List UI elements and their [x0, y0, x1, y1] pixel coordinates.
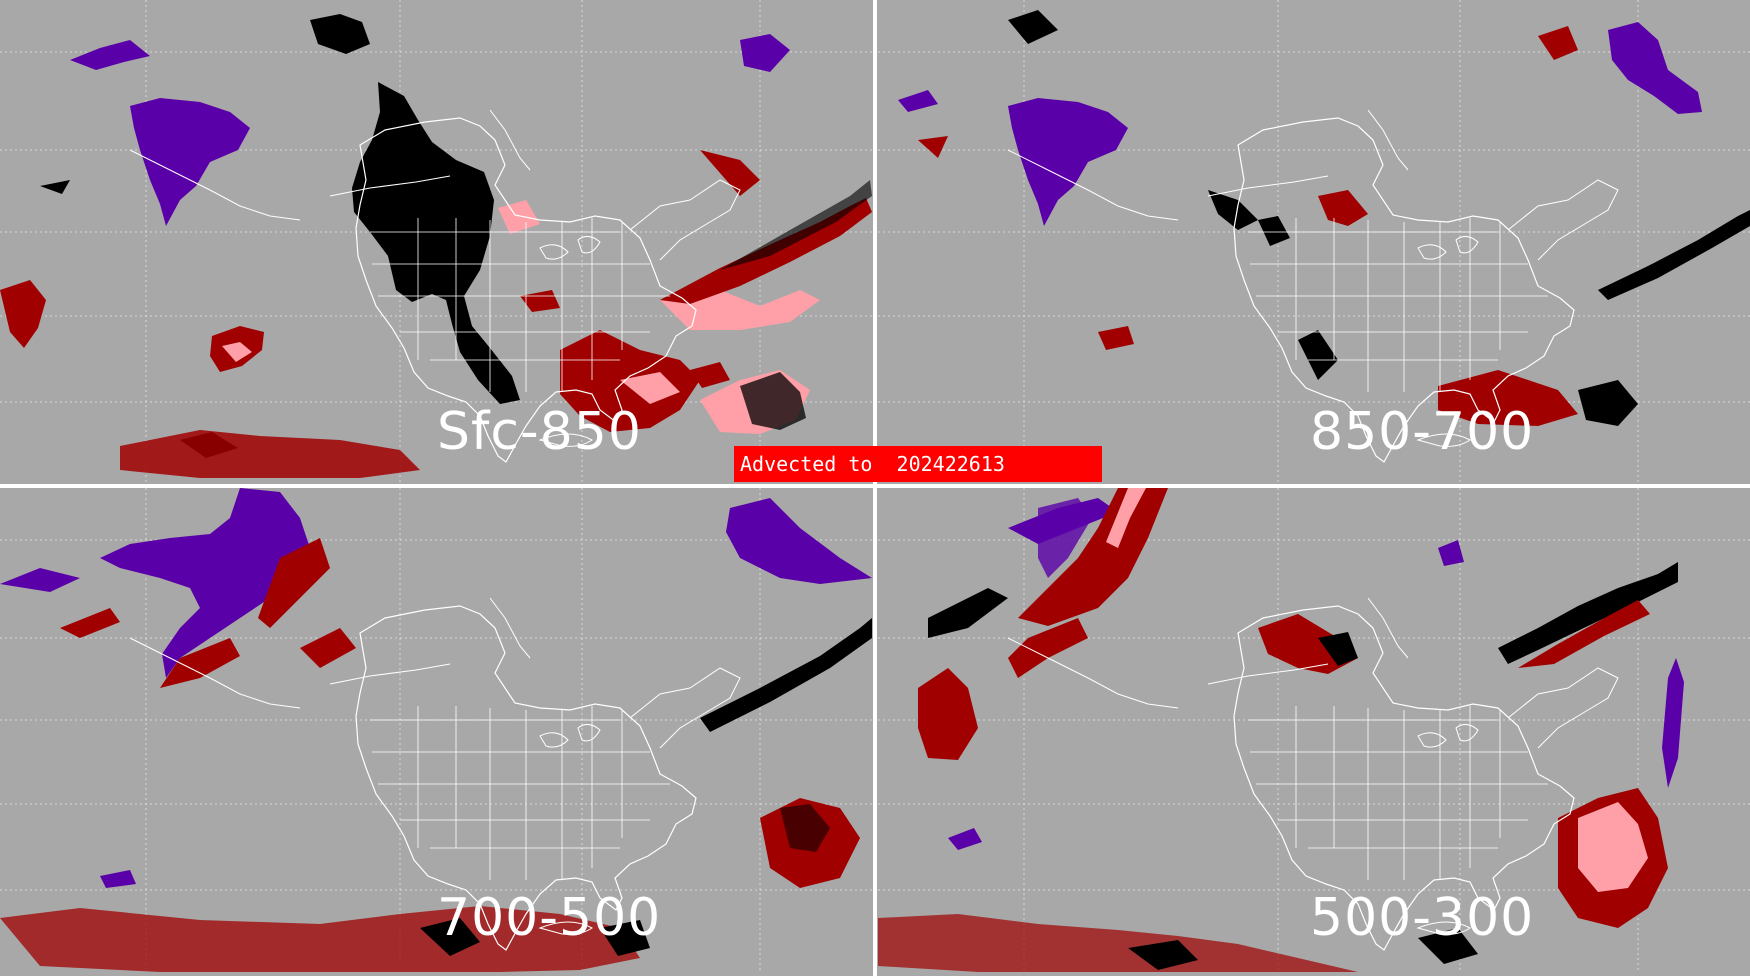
panel-label-sfc-850: Sfc-850	[437, 402, 642, 462]
advected-banner: Advected to 202422613	[734, 446, 1102, 482]
panel-500-300	[877, 487, 1750, 973]
panel-850-700	[877, 0, 1750, 485]
panel-sfc-850	[0, 0, 873, 485]
panel-label-850-700: 850-700	[1310, 402, 1535, 462]
horizontal-divider	[0, 484, 1750, 488]
panel-label-700-500: 700-500	[437, 888, 662, 948]
panel-700-500	[0, 487, 873, 973]
panel-label-500-300: 500-300	[1310, 888, 1535, 948]
